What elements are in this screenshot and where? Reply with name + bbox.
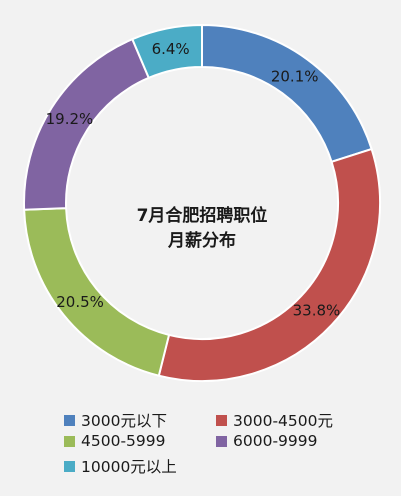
legend-label: 4500-5999 (81, 432, 166, 450)
legend-swatch (64, 460, 75, 472)
legend-label: 6000-9999 (233, 432, 318, 450)
donut-slice-1 (201, 23, 373, 164)
legend-swatch (64, 435, 75, 447)
legend-item-3: 4500-5999 (64, 432, 166, 450)
slice-label-2: 33.8% (293, 301, 341, 319)
slice-label-3: 20.5% (56, 293, 104, 311)
chart-title-line-1: 7月合肥招聘职位 (136, 206, 268, 226)
legend-item-2: 3000-4500元 (216, 409, 333, 431)
slice-label-4: 19.2% (46, 110, 94, 128)
chart-title-line-2: 月薪分布 (168, 231, 236, 251)
legend-item-5: 10000元以上 (64, 455, 177, 477)
legend-label: 10000元以上 (81, 458, 177, 476)
legend-item-1: 3000元以下 (64, 409, 167, 431)
legend-label: 3000-4500元 (233, 412, 333, 430)
slice-label-5: 6.4% (152, 40, 190, 58)
legend-swatch (64, 414, 75, 426)
legend-swatch (216, 435, 227, 447)
donut-slice-2 (157, 147, 381, 382)
legend-label: 3000元以下 (81, 412, 167, 430)
slice-label-1: 20.1% (271, 67, 319, 85)
chart-title: 7月合肥招聘职位 月薪分布 (110, 204, 294, 254)
legend-swatch (216, 414, 227, 426)
donut-slice-5 (131, 23, 203, 80)
legend-item-4: 6000-9999 (216, 432, 318, 450)
